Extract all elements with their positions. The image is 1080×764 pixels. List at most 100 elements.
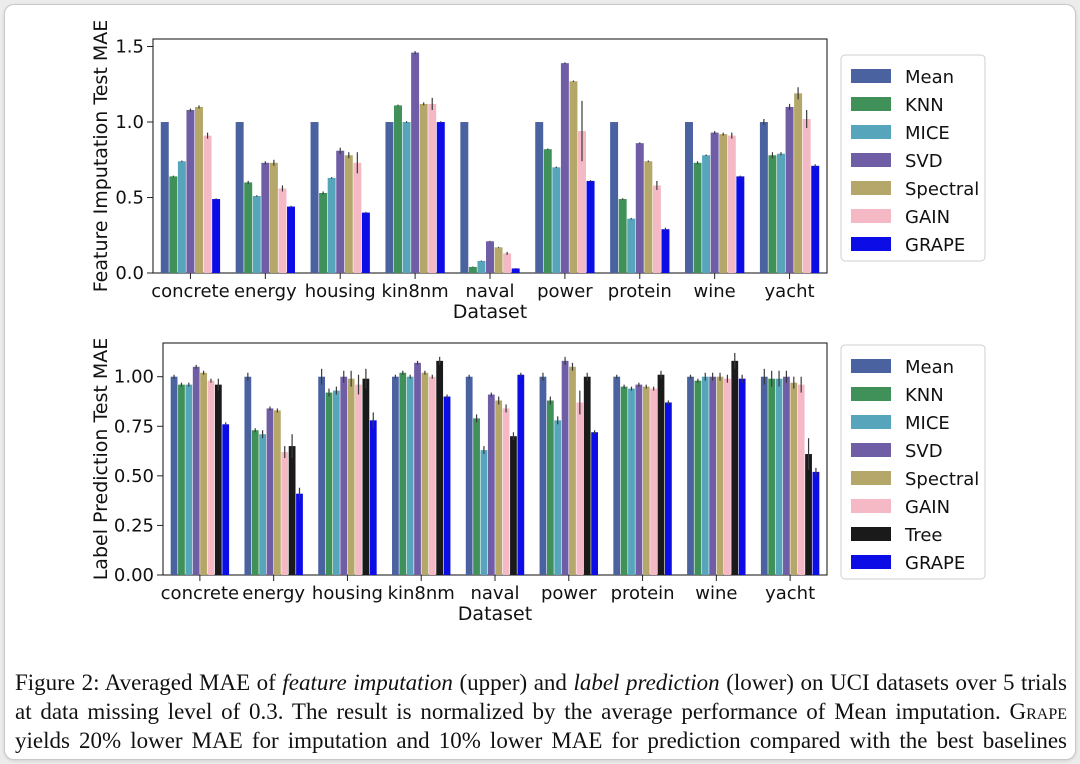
x-tick-label-power: power bbox=[541, 583, 597, 604]
bar-mice-concrete bbox=[177, 161, 186, 273]
legend-swatch-mice bbox=[851, 125, 891, 139]
bar-spectral-power bbox=[569, 366, 576, 575]
bar-gain-energy bbox=[281, 452, 289, 575]
legend-label-mice: MICE bbox=[905, 123, 950, 144]
legend-label-svd: SVD bbox=[905, 151, 943, 172]
x-tick-label-protein: protein bbox=[608, 281, 672, 302]
bar-knn-concrete bbox=[169, 176, 178, 273]
x-tick-label-naval: naval bbox=[465, 281, 514, 302]
legend-label-knn: KNN bbox=[905, 385, 944, 406]
bar-spectral-concrete bbox=[195, 106, 203, 273]
bar-knn-kin8nm bbox=[399, 372, 407, 575]
bar-spectral-protein bbox=[644, 161, 653, 273]
bar-gain-power bbox=[576, 402, 584, 575]
bar-gain-yacht bbox=[797, 384, 805, 575]
bar-mean-kin8nm bbox=[392, 376, 399, 575]
bar-svd-wine bbox=[710, 132, 719, 273]
legend-swatch-spectral bbox=[851, 181, 891, 195]
bar-mice-naval bbox=[480, 450, 488, 575]
bar-spectral-wine bbox=[719, 134, 728, 273]
label-prediction-chart: 0.00 0.25 0.50 0.75 1.00 concrete energy housin… bbox=[90, 338, 986, 625]
bar-svd-energy bbox=[261, 162, 270, 273]
bar-svd-housing bbox=[336, 150, 345, 273]
bar-spectral-energy bbox=[273, 410, 281, 575]
bar-grape-housing bbox=[361, 212, 370, 273]
bar-mean-yacht bbox=[760, 376, 768, 575]
legend-label-mean: Mean bbox=[905, 67, 954, 88]
bar-grape-yacht bbox=[812, 471, 820, 575]
bar-tree-wine bbox=[731, 360, 739, 575]
legend-swatch-knn bbox=[851, 387, 891, 401]
bar-gain-naval bbox=[503, 253, 512, 273]
bar-grape-energy bbox=[296, 493, 303, 575]
bar-tree-power bbox=[583, 376, 591, 575]
bar-spectral-naval bbox=[495, 400, 503, 575]
bar-gain-concrete bbox=[207, 380, 215, 575]
bar-gain-power bbox=[578, 131, 586, 273]
bar-mean-concrete bbox=[160, 122, 169, 273]
bar-knn-housing bbox=[325, 392, 333, 575]
bar-svd-energy bbox=[266, 408, 274, 575]
legend-swatch-svd bbox=[851, 443, 891, 457]
caption-label: Figure 2: bbox=[15, 670, 100, 695]
y-tick-label: 0.00 bbox=[114, 565, 154, 586]
y-tick-label: 0.50 bbox=[114, 466, 154, 487]
x-tick-label-wine: wine bbox=[695, 583, 737, 604]
bar-mice-power bbox=[554, 420, 562, 575]
bar-svd-yacht bbox=[783, 376, 790, 575]
bar-grape-naval bbox=[517, 374, 525, 575]
bar-svd-kin8nm bbox=[414, 362, 421, 575]
x-axis-title: Dataset bbox=[453, 301, 527, 323]
bar-mean-power bbox=[539, 376, 547, 575]
bar-tree-protein bbox=[657, 374, 665, 575]
bar-mean-housing bbox=[310, 122, 319, 273]
bar-svd-wine bbox=[709, 376, 717, 575]
bar-grape-kin8nm bbox=[436, 122, 445, 273]
legend-swatch-mice bbox=[851, 415, 891, 429]
bar-mice-kin8nm bbox=[406, 376, 414, 575]
bar-knn-protein bbox=[618, 199, 627, 273]
feature-imputation-chart: 0.0 0.5 1.0 1.5 concrete energy housing kin8nm n… bbox=[90, 20, 986, 323]
bar-gain-housing bbox=[355, 384, 362, 575]
figure-caption: Figure 2: Averaged MAE of feature imputa… bbox=[15, 670, 1067, 759]
bar-mice-energy bbox=[252, 196, 261, 273]
legend-label-grape: GRAPE bbox=[905, 235, 965, 256]
bar-knn-concrete bbox=[178, 384, 185, 575]
legend-swatch-mean bbox=[851, 69, 891, 83]
x-tick-label-naval: naval bbox=[470, 583, 519, 604]
bar-grape-power bbox=[586, 180, 595, 273]
bar-mice-protein bbox=[628, 388, 635, 575]
bar-grape-naval bbox=[511, 268, 520, 273]
bar-grape-energy bbox=[287, 206, 295, 273]
x-tick-label-concrete: concrete bbox=[161, 583, 239, 604]
y-tick-label: 0.5 bbox=[115, 188, 144, 209]
bar-gain-energy bbox=[278, 188, 287, 273]
bar-tree-yacht bbox=[805, 454, 812, 575]
bar-tree-energy bbox=[288, 446, 296, 575]
bar-knn-naval bbox=[473, 418, 480, 575]
bar-mean-kin8nm bbox=[385, 122, 394, 273]
x-tick-label-concrete: concrete bbox=[151, 281, 229, 302]
bar-spectral-yacht bbox=[794, 93, 803, 273]
bar-tree-naval bbox=[510, 436, 517, 575]
legend-label-mice: MICE bbox=[905, 413, 950, 434]
bar-svd-protein bbox=[635, 384, 643, 575]
legend-label-gain: GAIN bbox=[905, 497, 950, 518]
x-tick-label-wine: wine bbox=[694, 281, 736, 302]
y-axis-title: Label Prediction Test MAE bbox=[90, 338, 112, 581]
bar-knn-energy bbox=[251, 430, 259, 575]
legend-swatch-knn bbox=[851, 97, 891, 111]
y-tick-label: 0.0 bbox=[115, 263, 144, 284]
bar-grape-concrete bbox=[212, 199, 221, 273]
bar-grape-wine bbox=[736, 176, 745, 273]
y-axis-title: Feature Imputation Test MAE bbox=[90, 20, 112, 292]
legend-swatch-gain bbox=[851, 499, 891, 513]
bar-gain-naval bbox=[502, 408, 510, 575]
legend-label-knn: KNN bbox=[905, 95, 944, 116]
bar-tree-concrete bbox=[214, 384, 222, 575]
caption-emphasis-feature-imputation: feature imputation bbox=[282, 670, 453, 695]
bar-mean-power bbox=[535, 122, 544, 273]
figure-card: 0.0 0.5 1.0 1.5 concrete energy housing kin8nm n… bbox=[4, 4, 1076, 760]
bar-grape-concrete bbox=[222, 424, 230, 575]
legend-swatch-svd bbox=[851, 153, 891, 167]
